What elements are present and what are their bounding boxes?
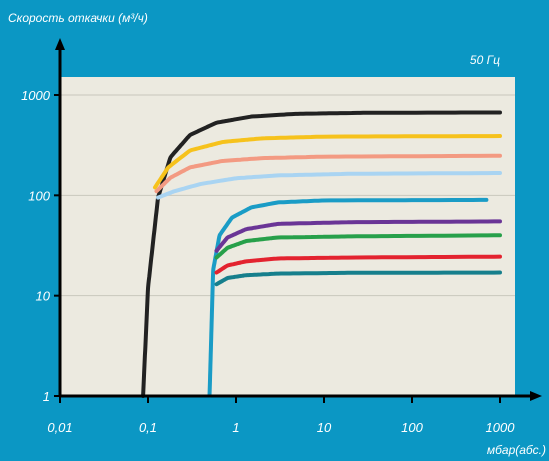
- x-tick-label: 1: [232, 420, 239, 435]
- x-tick-label: 10: [317, 420, 332, 435]
- series-line-4: [156, 171, 502, 200]
- series-line-7: [214, 233, 502, 260]
- series-group: [141, 110, 502, 398]
- frequency-annotation: 50 Гц: [470, 53, 500, 67]
- x-axis-arrow-icon: [530, 391, 542, 401]
- series-line-1: [141, 110, 502, 398]
- series-line-2: [153, 134, 502, 190]
- grid-lines: [60, 94, 515, 297]
- y-tick-label: 100: [28, 188, 50, 203]
- series-line-6: [214, 219, 502, 253]
- x-tick-label: 0,01: [47, 420, 72, 435]
- x-tick-label: 0,1: [139, 420, 157, 435]
- y-axis-arrow-icon: [55, 38, 65, 50]
- y-tick-label: 10: [36, 289, 51, 304]
- series-line-5: [207, 197, 489, 398]
- series-line-8: [214, 254, 502, 275]
- axes: [55, 38, 542, 401]
- y-tick-label: 1: [43, 389, 50, 404]
- series-line-3: [154, 153, 502, 194]
- tick-marks: 1 10 100 1000 0,01 0,1 1 10 100 1000: [21, 88, 515, 435]
- series-line-9: [214, 270, 502, 287]
- x-tick-label: 100: [401, 420, 423, 435]
- y-axis-title: Скорость откачки (м³/ч): [8, 11, 148, 25]
- y-tick-label: 1000: [21, 88, 51, 103]
- x-tick-label: 1000: [486, 420, 516, 435]
- x-axis-title: мбар(абс.): [487, 443, 546, 457]
